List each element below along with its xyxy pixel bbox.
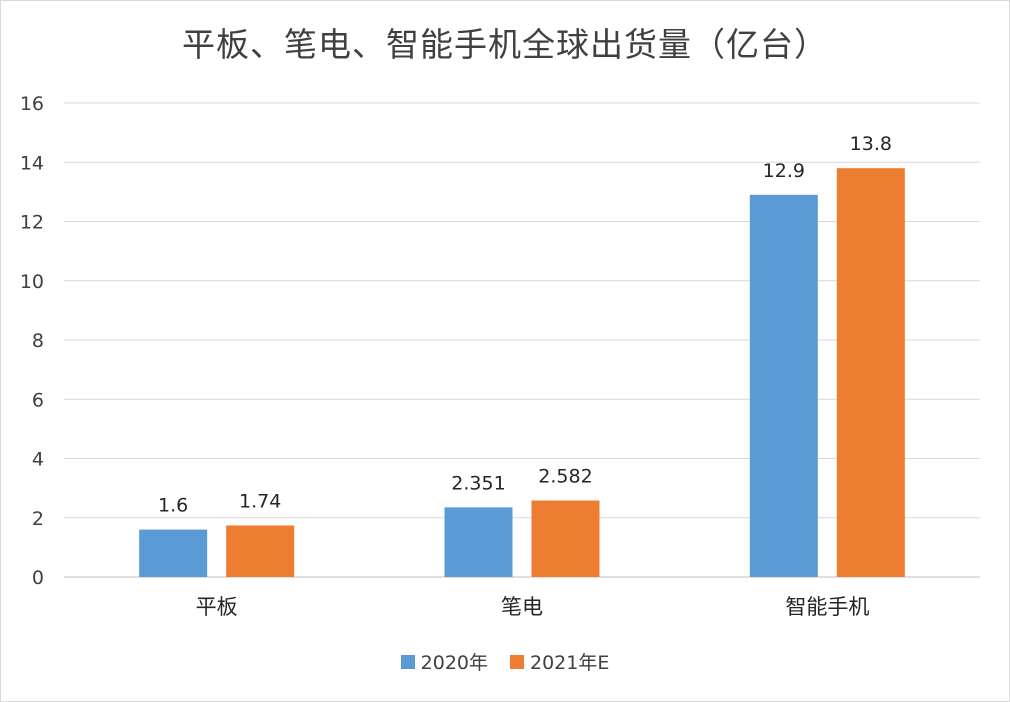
y-tick-label: 8 [32, 330, 44, 352]
data-label: 1.6 [158, 495, 188, 517]
bar-0-0 [139, 529, 208, 577]
legend-item-2021e: 2021年E [510, 648, 609, 675]
y-tick-label: 4 [32, 449, 44, 471]
data-label: 12.9 [763, 160, 805, 182]
data-label: 2.582 [538, 466, 592, 488]
bar-1-0 [444, 507, 513, 577]
x-category-label: 平板 [196, 595, 238, 619]
legend-swatch-2021e [510, 654, 524, 669]
legend-label-2020: 2020年 [420, 652, 488, 674]
bar-1-1 [531, 500, 600, 577]
legend-item-2020: 2020年 [400, 648, 488, 675]
bars-layer [139, 168, 905, 578]
legend-label-2021e: 2021年E [530, 652, 610, 674]
bar-2-1 [836, 168, 905, 578]
y-tick-label: 14 [20, 152, 44, 174]
data-label: 2.351 [451, 472, 505, 494]
x-category-label: 智能手机 [785, 595, 869, 619]
data-label: 13.8 [850, 133, 892, 155]
y-tick-label: 16 [20, 93, 44, 115]
y-tick-label: 6 [32, 389, 44, 411]
x-category-label: 笔电 [501, 595, 543, 619]
y-tick-label: 2 [32, 508, 44, 530]
labels-layer: 0 2 4 6 8 10 12 14 16 1.6 1.74 平板 2.351 2.582 笔电 12.9 13… [20, 93, 892, 619]
y-tick-label: 10 [20, 271, 44, 293]
chart-title: 平板、笔电、智能手机全球出货量（亿台） [182, 25, 828, 64]
bar-2-0 [749, 194, 818, 577]
legend: 2020年 2021年E [0, 648, 1010, 675]
legend-swatch-2020 [400, 654, 415, 669]
grid-layer [64, 102, 980, 578]
y-tick-label: 0 [32, 567, 44, 589]
bar-0-1 [226, 525, 295, 577]
data-label: 1.74 [239, 490, 281, 512]
y-tick-label: 12 [20, 212, 44, 234]
